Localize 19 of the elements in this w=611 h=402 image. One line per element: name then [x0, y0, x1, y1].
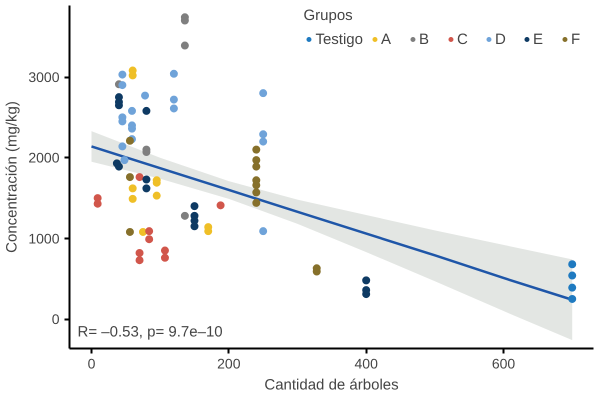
legend-label: F [571, 30, 582, 48]
y-tick-label: 2000 [28, 150, 60, 166]
x-tick-label: 0 [88, 356, 96, 372]
legend-label: E [533, 30, 544, 48]
y-axis-title: Concentración (mg/kg) [3, 101, 20, 253]
y-tick-label: 3000 [28, 69, 60, 86]
x-axis-title: Cantidad de árboles [264, 376, 399, 394]
x-tick-label: 600 [492, 356, 516, 372]
legend-label: D [495, 30, 507, 48]
legend-label: C [457, 30, 469, 48]
legend-title: Grupos [303, 7, 354, 24]
y-tick-label: 1000 [28, 230, 60, 246]
x-tick-label: 400 [354, 356, 378, 372]
legend-label: B [419, 30, 430, 48]
legend-label: Testigo [315, 30, 363, 48]
x-tick-label: 200 [217, 356, 241, 372]
y-tick-label: 0 [52, 311, 60, 328]
legend-label: A [381, 30, 392, 48]
annotation: R= –0.53, p= 9.7e–10 [78, 324, 223, 340]
